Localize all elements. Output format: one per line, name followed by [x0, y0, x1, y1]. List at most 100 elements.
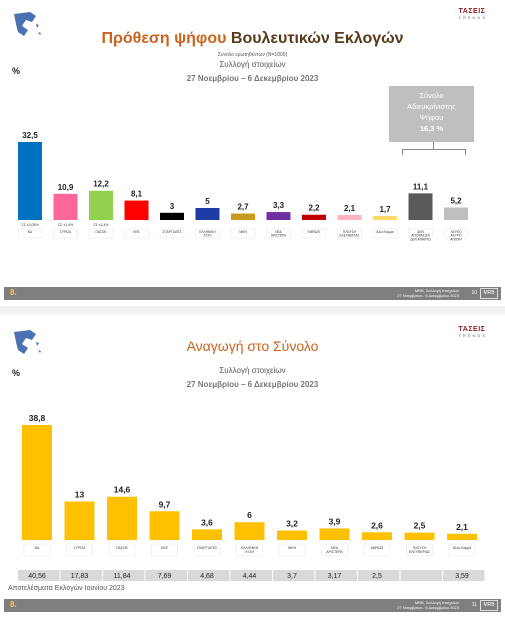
value-label: 2,7: [237, 203, 249, 212]
date-range: 27 Νοεμβρίου – 6 Δεκεμβρίου 2023: [186, 380, 319, 389]
bar: [22, 425, 52, 540]
party-label: ΛΕΥΚΟ ΑΚΥΡΟ ΑΠΟΧΗ: [450, 230, 462, 241]
party-logo: ΠΑΣΟΚ: [108, 543, 136, 557]
page-title: Αναγωγή στο Σύνολο: [186, 338, 319, 354]
margin-label: ΣΣ ±1,4%: [93, 223, 108, 227]
value-label: 3,2: [286, 519, 298, 529]
bar: [18, 142, 42, 220]
party-logo: ΚΚΕ: [124, 228, 149, 239]
party-label: ΝΙΚΗ: [288, 546, 297, 550]
election-result: 2,5: [372, 573, 382, 580]
bar: [362, 532, 392, 540]
y-unit: %: [12, 368, 21, 378]
result-cell: [60, 570, 102, 581]
party-label: ΕΛΛΗΝΙΚΗ ΛΥΣΗ: [241, 546, 259, 554]
chart-projection: 38,8 ΝΔ 40,56 13 ΣΥΡΙΖΑ 17,83 14,6 ΠΑΣΟΚ 11,84 9,…: [18, 413, 485, 581]
bar: [319, 528, 350, 540]
party-logo: ΣΥΡΙΖΑ: [53, 228, 78, 239]
election-result: 3,7: [287, 573, 297, 580]
result-cell: [443, 570, 485, 581]
party-logo: ΣΠΑΡΤΙΑΤΕΣ: [193, 543, 221, 557]
election-result: 17,83: [71, 573, 89, 580]
party-logo: ΠΑΣΟΚ: [88, 228, 114, 239]
election-result: 11,84: [114, 573, 131, 580]
margin-label: ΣΣ ±2,05%: [21, 223, 38, 227]
election-note: Αποτελέσματα Εκλογών Ιουνίου 2023: [8, 585, 125, 592]
date-range: 27 Νοεμβρίου – 6 Δεκεμβρίου 2023: [186, 74, 319, 83]
election-result: 4,68: [200, 573, 214, 580]
footer-meta: MRB, Συλλογή στοιχείων 27 Νοεμβρίου - 6 Δ…: [397, 600, 459, 610]
party-label: ΚΚΕ: [133, 230, 139, 234]
value-label: 2,2: [308, 204, 320, 213]
page-title: Πρόθεση ψήφου Βουλευτικών Εκλογών: [101, 30, 404, 47]
party-label: ΠΑΣΟΚ: [95, 230, 107, 234]
mrb-logo: MRB: [480, 600, 498, 611]
party-logo: ΣΠΑΡΤΙΑΤΕΣ: [159, 228, 185, 239]
election-result: 40,56: [28, 573, 46, 580]
party-logo: ΜέΡΑ25: [301, 228, 327, 239]
subtitle: Συλλογή στοιχείων: [219, 60, 286, 69]
party-label: ΜέΡΑ25: [371, 546, 383, 550]
bar: [337, 214, 362, 220]
value-label: 2,1: [344, 204, 356, 213]
bar: [277, 530, 307, 540]
party-logo: Άλλο Κόμμα: [448, 543, 476, 557]
party-logo: ΔΕΝ ΑΠΟΦΑΣΙΣΑ ΔΕΝ ΑΠΑΝΤΩ: [408, 228, 433, 241]
party-logo: ΜέΡΑ25: [363, 543, 391, 557]
party-label: ΣΥΡΙΖΑ: [60, 230, 72, 234]
callout-stem: [433, 142, 434, 149]
party-label: ΕΛΛΗΝΙΚΗ ΛΥΣΗ: [199, 230, 216, 238]
party-logo: ΠΛΕΥΣΗ ΕΛΕΥΘΕΡΙΑΣ: [337, 228, 362, 239]
value-label: 13: [75, 489, 85, 499]
party-logo: ΝΙΚΗ: [230, 228, 256, 239]
footer-bar: 8. MRB, Συλλογή στοιχείων 27 Νοεμβρίου - …: [4, 287, 501, 300]
bar: [302, 214, 326, 220]
footer-page: 8.: [10, 600, 17, 609]
election-result: 4,44: [243, 573, 257, 580]
slide-number: 10: [471, 290, 477, 296]
value-label: 11,1: [413, 182, 429, 191]
election-result: 3,17: [328, 573, 342, 580]
election-result: 3,59: [455, 573, 469, 580]
result-cell: [188, 570, 230, 581]
party-logo: ΛΕΥΚΟ ΑΚΥΡΟ ΑΠΟΧΗ: [443, 228, 469, 241]
bar: [373, 215, 397, 220]
value-label: 3,3: [273, 201, 285, 210]
result-cell: [18, 570, 60, 581]
value-label: 10,9: [58, 183, 74, 192]
party-logo: ΕΛΛΗΝΙΚΗ ΛΥΣΗ: [236, 543, 263, 557]
value-label: 3: [170, 202, 175, 211]
result-cell: [358, 570, 400, 581]
value-label: 2,6: [371, 520, 383, 530]
value-label: 2,1: [456, 522, 468, 532]
party-label: ΝΔ: [28, 230, 33, 234]
party-label: ΝΙΚΗ: [239, 230, 247, 234]
value-label: 3,9: [329, 516, 341, 526]
bar: [234, 522, 265, 540]
value-label: 3,6: [201, 517, 213, 527]
result-cell: [273, 570, 315, 581]
party-logo: ΠΛΕΥΣΗ ΕΛΕΥΘΕΡΙΑΣ: [406, 543, 433, 557]
value-label: 38,8: [29, 413, 46, 423]
bar: [447, 533, 477, 540]
chart-vote-intention: 32,5 ΣΣ ±2,05% ΝΔ 10,9 ΣΣ ±1,4% ΣΥΡΙΖΑ 12,2 ΣΣ …: [17, 131, 469, 241]
party-logo: ΝΕΑ ΑΡΙΣΤΕΡΑ: [321, 543, 348, 557]
result-cell: [400, 570, 442, 581]
value-label: 14,6: [114, 485, 131, 495]
party-label: ΔΕΝ ΑΠΟΦΑΣΙΣΑ ΔΕΝ ΑΠΑΝΤΩ: [410, 230, 431, 241]
result-cell: [315, 570, 357, 581]
tasis-logo: ΤΑΣΕΙΣ TRENDS: [458, 326, 487, 338]
bar: [195, 208, 220, 220]
result-cell: [230, 570, 272, 581]
y-unit: %: [12, 66, 21, 76]
party-label: Άλλο Κόμμα: [376, 230, 393, 234]
value-label: 9,7: [159, 499, 171, 509]
bar: [64, 501, 95, 540]
bar: [89, 190, 113, 220]
subtitle: Συλλογή στοιχείων: [219, 366, 286, 375]
bar: [53, 193, 78, 220]
party-label: ΝΕΑ ΑΡΙΣΤΕΡΑ: [271, 230, 287, 238]
margin-label: ΣΣ ±1,4%: [58, 223, 73, 227]
bar: [160, 212, 184, 220]
bar: [124, 200, 149, 220]
